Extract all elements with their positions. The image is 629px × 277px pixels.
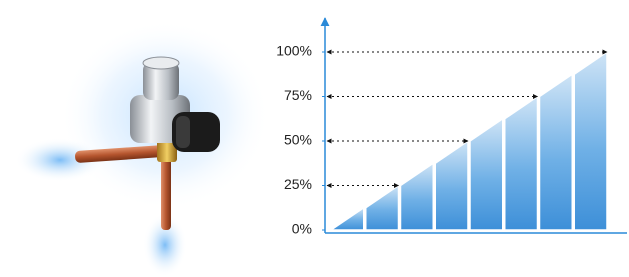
- page: 0% 25% 50% 75% 100%: [0, 0, 629, 277]
- y-tick-label: 100%: [276, 43, 312, 59]
- bar: [540, 74, 573, 230]
- y-tick-label: 25%: [284, 176, 312, 192]
- y-tick-label: 50%: [284, 132, 312, 148]
- valve-illustration: [15, 20, 270, 277]
- plot: 0% 25% 50% 75% 100%: [276, 43, 607, 237]
- y-tick-label: 0%: [292, 221, 312, 237]
- bar: [331, 208, 364, 230]
- bar: [470, 119, 503, 230]
- bar: [505, 97, 538, 231]
- bar: [435, 141, 468, 230]
- bar: [401, 163, 434, 230]
- y-tick-label: 75%: [284, 87, 312, 103]
- bar: [574, 52, 607, 230]
- bar: [366, 186, 399, 231]
